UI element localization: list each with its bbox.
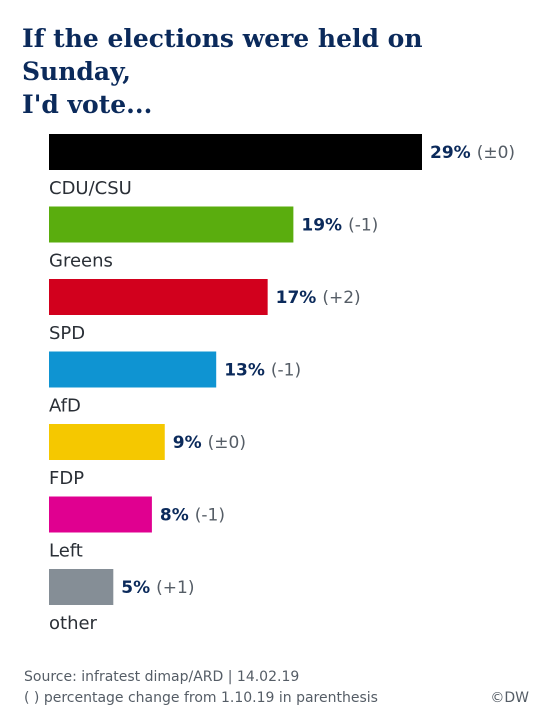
change-5: (-1) xyxy=(195,506,225,526)
category-label-0: CDU/CSU xyxy=(49,178,132,199)
value-1: 19% xyxy=(301,216,342,236)
parenthesis-note: ( ) percentage change from 1.10.19 in pa… xyxy=(24,690,378,706)
chart-title: If the elections were held on Sunday, I'… xyxy=(22,22,532,121)
value-2: 17% xyxy=(276,288,317,308)
change-3: (-1) xyxy=(271,361,301,381)
value-0: 29% xyxy=(430,143,471,163)
bar-0 xyxy=(49,134,422,170)
category-label-4: FDP xyxy=(49,468,84,489)
category-label-3: AfD xyxy=(49,396,81,417)
bar-value-label-2: 17% (+2) xyxy=(276,288,361,308)
bar-4 xyxy=(49,424,165,460)
change-2: (+2) xyxy=(322,288,360,308)
value-4: 9% xyxy=(173,433,202,453)
bar-6 xyxy=(49,569,114,605)
bar-2 xyxy=(49,279,268,315)
bar-value-label-4: 9% (±0) xyxy=(173,433,246,453)
change-1: (-1) xyxy=(348,216,378,236)
change-4: (±0) xyxy=(208,433,246,453)
category-label-2: SPD xyxy=(49,323,85,344)
change-6: (+1) xyxy=(156,578,194,598)
bar-value-label-6: 5% (+1) xyxy=(121,578,194,598)
value-3: 13% xyxy=(224,361,265,381)
chart-title-line-1: If the elections were held on Sunday, xyxy=(22,24,423,86)
bar-5 xyxy=(49,496,152,533)
bar-chart: 29% (±0) CDU/CSU 19% (-1) Greens 17% (+2) SPD 13%… xyxy=(49,134,515,634)
copyright: ©DW xyxy=(490,690,529,706)
source-note: Source: infratest dimap/ARD | 14.02.19 xyxy=(24,669,300,685)
bar-value-label-3: 13% (-1) xyxy=(224,361,301,381)
category-label-1: Greens xyxy=(49,251,113,272)
bar-3 xyxy=(49,351,217,388)
category-label-6: other xyxy=(49,613,98,634)
chart-title-line-2: I'd vote... xyxy=(22,90,153,119)
bar-value-label-1: 19% (-1) xyxy=(301,216,378,236)
bar-value-label-5: 8% (-1) xyxy=(160,506,225,526)
value-6: 5% xyxy=(121,578,150,598)
value-5: 8% xyxy=(160,506,189,526)
change-0: (±0) xyxy=(477,143,515,163)
bar-value-label-0: 29% (±0) xyxy=(430,143,515,163)
bar-1 xyxy=(49,206,294,243)
chart-footer: Source: infratest dimap/ARD | 14.02.19 (… xyxy=(24,667,378,709)
category-label-5: Left xyxy=(49,541,83,562)
